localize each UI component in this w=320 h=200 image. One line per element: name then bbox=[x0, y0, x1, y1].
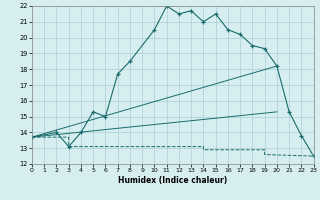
X-axis label: Humidex (Indice chaleur): Humidex (Indice chaleur) bbox=[118, 176, 228, 185]
